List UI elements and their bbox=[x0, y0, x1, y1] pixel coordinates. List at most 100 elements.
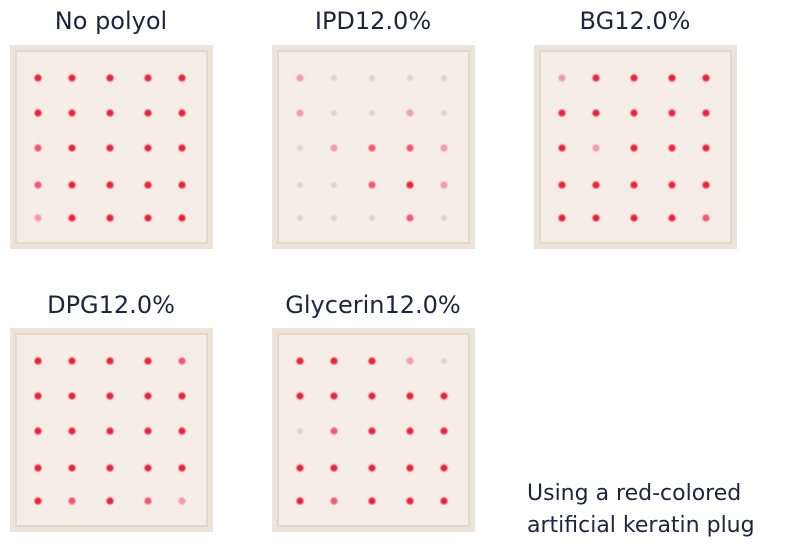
plug-dot bbox=[178, 427, 186, 435]
plug-dot bbox=[558, 214, 566, 222]
plug-dot bbox=[630, 109, 638, 117]
plug-dot bbox=[34, 74, 42, 82]
plug-dot bbox=[297, 182, 303, 188]
plug-dot bbox=[331, 215, 337, 221]
plug-dot bbox=[368, 357, 376, 365]
plug-dot bbox=[406, 427, 414, 435]
plug-dot bbox=[34, 144, 42, 152]
plug-dot bbox=[34, 497, 42, 505]
plug-dot bbox=[106, 464, 114, 472]
plug-dot bbox=[368, 392, 376, 400]
plug-dot bbox=[330, 144, 338, 152]
plug-dot bbox=[68, 109, 76, 117]
plug-dot bbox=[368, 181, 376, 189]
plug-dot bbox=[34, 109, 42, 117]
plug-dot bbox=[296, 109, 304, 117]
plug-dot bbox=[668, 144, 676, 152]
plug-dot bbox=[144, 181, 152, 189]
plug-dot bbox=[106, 357, 114, 365]
plug-dot bbox=[296, 464, 304, 472]
panel-title: DPG12.0% bbox=[47, 291, 175, 319]
plug-dot bbox=[178, 181, 186, 189]
plug-dot bbox=[592, 144, 600, 152]
plug-dot bbox=[330, 392, 338, 400]
plug-dot bbox=[406, 357, 414, 365]
plug-dot bbox=[68, 357, 76, 365]
plug-dot bbox=[406, 214, 414, 222]
plug-dot bbox=[330, 464, 338, 472]
plug-dot bbox=[630, 74, 638, 82]
plug-dot bbox=[440, 181, 448, 189]
plates bbox=[10, 45, 737, 532]
plug-dot bbox=[34, 357, 42, 365]
plug-dot bbox=[34, 464, 42, 472]
plug-dot bbox=[296, 357, 304, 365]
plug-dot bbox=[668, 214, 676, 222]
plug-dot bbox=[106, 427, 114, 435]
plug-dot bbox=[144, 497, 152, 505]
plug-dot bbox=[406, 181, 414, 189]
plug-dot bbox=[330, 497, 338, 505]
plug-dot bbox=[144, 464, 152, 472]
plug-dot bbox=[630, 181, 638, 189]
plug-dot bbox=[440, 427, 448, 435]
plug-dot bbox=[296, 392, 304, 400]
plug-dot bbox=[106, 181, 114, 189]
plug-dot bbox=[296, 497, 304, 505]
plug-dot bbox=[144, 214, 152, 222]
plug-dot bbox=[297, 428, 303, 434]
plug-dot bbox=[106, 109, 114, 117]
plug-dot bbox=[68, 464, 76, 472]
plug-dot bbox=[441, 215, 447, 221]
plug-dot bbox=[440, 497, 448, 505]
plug-dot bbox=[68, 427, 76, 435]
plug-dot bbox=[106, 214, 114, 222]
plug-dot bbox=[296, 74, 304, 82]
plug-dot bbox=[297, 215, 303, 221]
panel-title: Glycerin12.0% bbox=[285, 291, 460, 319]
plug-dot bbox=[178, 214, 186, 222]
plug-dot bbox=[68, 74, 76, 82]
plug-dot bbox=[68, 144, 76, 152]
plug-dot bbox=[106, 74, 114, 82]
plug-dot bbox=[106, 144, 114, 152]
plug-dot bbox=[178, 109, 186, 117]
plug-dot bbox=[668, 74, 676, 82]
plug-dot bbox=[144, 357, 152, 365]
plug-dot bbox=[178, 74, 186, 82]
plug-dot bbox=[369, 215, 375, 221]
plug-dot bbox=[331, 110, 337, 116]
plug-dot bbox=[368, 427, 376, 435]
plug-dot bbox=[178, 464, 186, 472]
plug-dot bbox=[441, 358, 447, 364]
plug-dot bbox=[144, 427, 152, 435]
panel-title: BG12.0% bbox=[580, 7, 691, 35]
plug-dot bbox=[592, 109, 600, 117]
plug-dot bbox=[702, 181, 710, 189]
plug-dot bbox=[330, 427, 338, 435]
plug-dot bbox=[178, 392, 186, 400]
plug-dot bbox=[630, 144, 638, 152]
plug-dot bbox=[558, 74, 566, 82]
plug-dot bbox=[106, 392, 114, 400]
plug-dot bbox=[406, 144, 414, 152]
plug-dot bbox=[668, 109, 676, 117]
plug-dot bbox=[441, 75, 447, 81]
plug-dot bbox=[68, 497, 76, 505]
plug-dot bbox=[144, 144, 152, 152]
plug-dot bbox=[630, 214, 638, 222]
plug-dot bbox=[178, 357, 186, 365]
plug-dot bbox=[440, 144, 448, 152]
note-line: Using a red-colored bbox=[527, 481, 741, 506]
panel-title: No polyol bbox=[55, 7, 167, 35]
plug-dot bbox=[144, 74, 152, 82]
plug-dot bbox=[558, 144, 566, 152]
plug-dot bbox=[407, 75, 413, 81]
plug-dot bbox=[106, 497, 114, 505]
plug-dot bbox=[369, 75, 375, 81]
plug-dot bbox=[406, 109, 414, 117]
plug-dot bbox=[34, 392, 42, 400]
plug-dot bbox=[406, 464, 414, 472]
plug-dot bbox=[331, 75, 337, 81]
